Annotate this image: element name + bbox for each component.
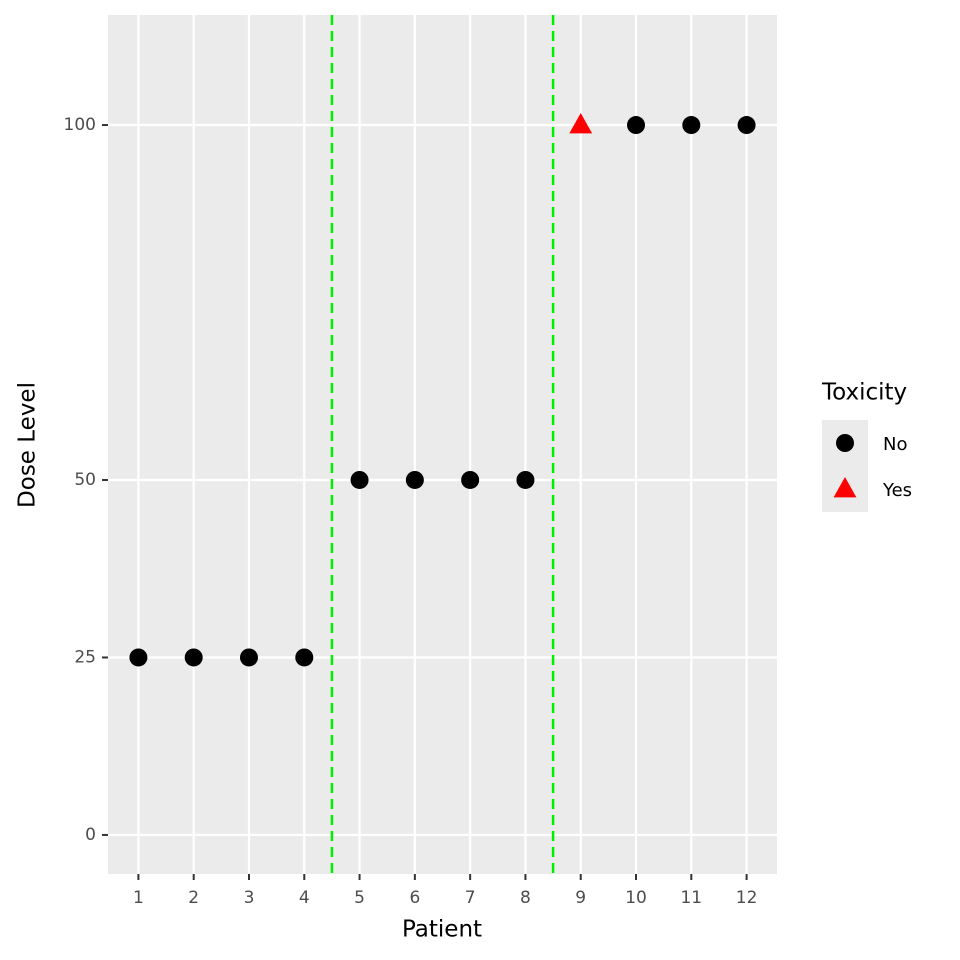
panel-background: [108, 15, 777, 874]
data-point: [569, 113, 593, 134]
x-tick-label: 4: [299, 888, 310, 908]
x-axis-title: Patient: [402, 917, 482, 943]
x-tick-label: 11: [680, 888, 702, 908]
legend-key-background: [822, 420, 868, 512]
data-point: [516, 470, 535, 489]
legend-title: Toxicity: [821, 380, 907, 406]
x-tick-label: 2: [188, 888, 199, 908]
data-point: [405, 470, 424, 489]
x-tick-label: 6: [409, 888, 420, 908]
y-tick-label: 25: [74, 647, 96, 667]
legend-label: No: [883, 434, 907, 455]
data-point: [184, 648, 203, 667]
x-tick-label: 1: [133, 888, 144, 908]
y-tick-label: 0: [85, 825, 96, 845]
x-tick-label: 7: [465, 888, 476, 908]
data-point: [737, 116, 756, 135]
legend-key: [836, 434, 854, 452]
x-tick-label: 8: [520, 888, 531, 908]
legend-label: Yes: [882, 480, 912, 501]
data-point: [627, 116, 646, 135]
legend-key: [833, 477, 857, 498]
data-point: [129, 648, 148, 667]
x-tick-label: 3: [244, 888, 255, 908]
x-tick-label: 9: [575, 888, 586, 908]
y-tick-label: 100: [64, 115, 96, 135]
y-axis-title: Dose Level: [15, 382, 41, 508]
data-point: [350, 470, 369, 489]
x-tick-label: 12: [736, 888, 758, 908]
data-point: [461, 470, 480, 489]
y-tick-label: 50: [74, 470, 96, 490]
data-point: [682, 116, 701, 135]
x-tick-label: 10: [625, 888, 647, 908]
x-tick-label: 5: [354, 888, 365, 908]
data-point: [295, 648, 314, 667]
data-point: [239, 648, 258, 667]
